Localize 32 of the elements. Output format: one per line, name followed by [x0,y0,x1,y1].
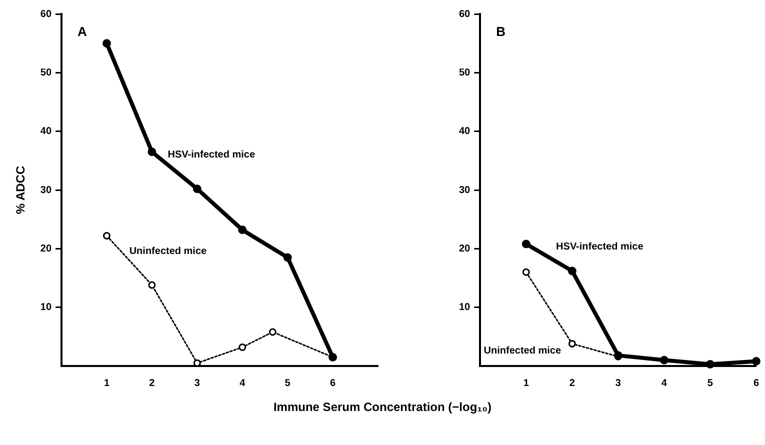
x-tick-label: 6 [330,378,336,389]
x-tick-label: 5 [707,378,714,389]
text: A [78,24,88,40]
y-tick-label: 50 [459,67,471,78]
y-tick-label: 20 [40,243,52,254]
y-tick-label: 10 [459,302,471,314]
x-tick-label: 4 [240,378,246,389]
series-label: HSV-infected mice [168,150,256,161]
series-label: HSV-infected mice [556,242,644,253]
y-tick-label: 40 [459,126,471,138]
text: B [496,24,506,40]
x-tick-label: 2 [149,378,156,389]
x-tick-label: 1 [523,378,530,389]
x-tick-label: 1 [104,378,110,389]
y-tick-label: 50 [40,67,52,78]
x-tick-label: 6 [753,378,760,389]
y-tick-label: 40 [40,126,52,138]
y-tick-label: 30 [40,184,52,196]
x-tick-label: 4 [661,378,668,389]
y-tick-label: 60 [40,8,52,20]
series-label: Uninfected mice [129,246,208,257]
x-tick-label: 5 [284,378,291,389]
y-tick-label: 10 [40,302,52,314]
x-tick-label: 3 [615,378,622,389]
y-tick-label: 60 [459,8,471,20]
y-tick-label: 20 [459,243,471,254]
x-tick-label: 2 [569,378,576,389]
x-axis-title: Immune Serum Concentration (−log₁₀) [272,400,493,414]
x-tick-label: 3 [194,378,200,389]
y-tick-label: 30 [459,184,471,196]
series-label: Uninfected mice [484,345,562,356]
y-axis-title: % ADCC [14,166,28,214]
